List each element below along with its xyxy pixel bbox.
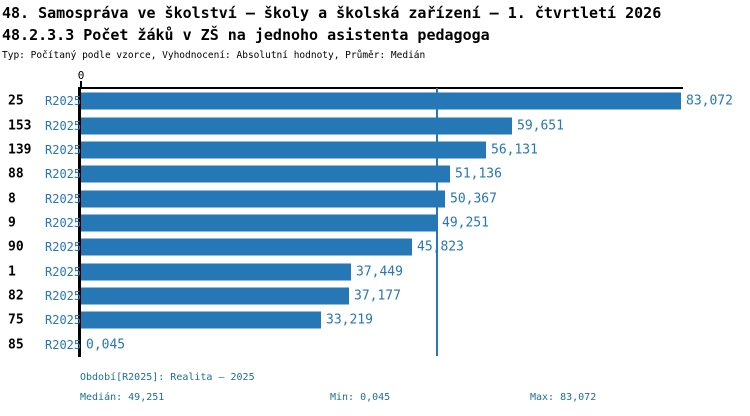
median-line [436,88,438,356]
row-series-label: R2025 [45,167,82,182]
bar-value-label: 37,177 [354,288,401,304]
row-id-label: 75 [8,312,24,328]
footer-max-label: Max: 83,072 [530,392,597,403]
footer-median-label: Medián: 49,251 [80,392,165,403]
bar[interactable] [81,117,512,135]
chart-row: 82 R2025 37,177 [0,284,750,308]
bar[interactable] [81,263,351,281]
chart-row: 9 R2025 49,251 [0,211,750,235]
row-id-label: 88 [8,166,24,182]
footer-min-label: Min: 0,045 [330,392,391,403]
footer-period-label: Období[R2025]: Realita – 2025 [80,372,255,383]
row-series-label: R2025 [45,264,82,279]
chart-row: 88 R2025 51,136 [0,162,750,186]
bar[interactable] [81,190,445,208]
row-series-label: R2025 [45,142,82,157]
row-id-label: 139 [8,142,32,158]
bar-value-label: 37,449 [356,264,403,280]
x-axis-tick-mark [80,81,82,87]
bar[interactable] [81,165,450,183]
bar-value-label: 51,136 [455,166,502,182]
chart-row: 139 R2025 56,131 [0,138,750,162]
bar-value-label: 49,251 [442,215,489,231]
bar[interactable] [81,238,412,256]
chart-row: 1 R2025 37,449 [0,260,750,284]
bar-chart: 0 25 R2025 83,072 153 R2025 59,651 139 R2025 56,… [0,69,750,357]
bar[interactable] [81,92,681,110]
row-id-label: 85 [8,337,24,353]
row-id-label: 153 [8,118,32,134]
x-axis-line [78,87,683,89]
y-axis-line [78,87,81,357]
x-axis-zero-tick-label: 0 [77,69,85,82]
row-id-label: 8 [8,191,16,207]
chart-row: 25 R2025 83,072 [0,89,750,113]
row-series-label: R2025 [45,215,82,230]
row-series-label: R2025 [45,191,82,206]
chart-row: 85 R2025 0,045 [0,333,750,357]
chart-row: 153 R2025 59,651 [0,113,750,137]
row-series-label: R2025 [45,289,82,304]
chart-meta-info: Typ: Počítaný podle vzorce, Vyhodnocení:… [2,50,426,61]
row-series-label: R2025 [45,94,82,109]
bar-value-label: 59,651 [517,118,564,134]
row-series-label: R2025 [45,313,82,328]
chart-row: 90 R2025 45,823 [0,235,750,259]
chart-subtitle: 48.2.3.3 Počet žáků v ZŠ na jednoho asis… [2,26,490,44]
bar[interactable] [81,214,437,232]
row-id-label: 90 [8,239,24,255]
bar-value-label: 50,367 [450,191,497,207]
bar[interactable] [81,287,349,305]
chart-row: 8 R2025 50,367 [0,186,750,210]
bar[interactable] [81,141,486,159]
chart-row: 75 R2025 33,219 [0,308,750,332]
bar[interactable] [81,311,321,329]
bar-value-label: 45,823 [417,239,464,255]
row-series-label: R2025 [45,240,82,255]
row-series-label: R2025 [45,337,82,352]
row-series-label: R2025 [45,118,82,133]
bar-value-label: 83,072 [686,93,733,109]
page-title: 48. Samospráva ve školství – školy a ško… [2,4,662,22]
row-id-label: 1 [8,264,16,280]
chart-rows: 25 R2025 83,072 153 R2025 59,651 139 R2025 56,13… [0,89,750,357]
row-id-label: 25 [8,93,24,109]
bar-value-label: 56,131 [491,142,538,158]
bar-value-label: 0,045 [86,337,126,353]
bar-value-label: 33,219 [326,312,373,328]
row-id-label: 9 [8,215,16,231]
row-id-label: 82 [8,288,24,304]
